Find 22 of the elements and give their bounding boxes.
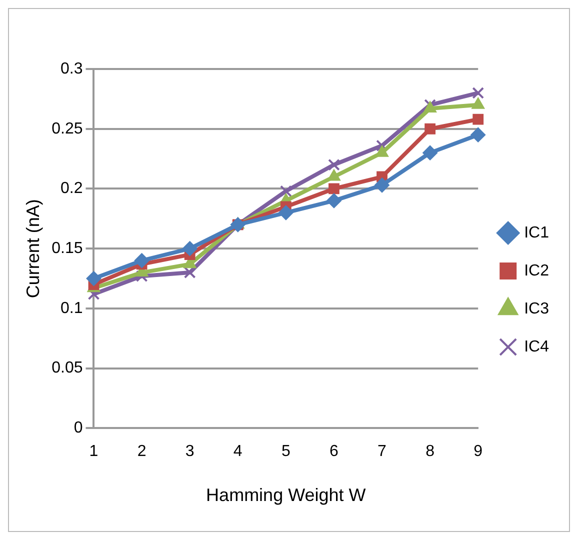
y-tick-label: 0.2 [60,180,83,198]
x-tick-label: 9 [474,443,483,460]
y-tick-label: 0.1 [60,300,83,317]
x-tick-label: 3 [185,443,194,460]
x-tick-label: 1 [89,443,98,460]
y-axis-title: Current (nA) [22,199,43,298]
x-tick-label: 8 [426,443,435,460]
y-tick-label: 0.25 [52,120,83,138]
legend-label: IC3 [524,300,550,318]
legend-label: IC1 [524,224,550,242]
y-tick-label: 0.3 [60,60,83,78]
y-tick-label: 0 [74,420,83,437]
x-tick-label: 6 [330,443,339,460]
x-tick-label: 5 [281,443,290,460]
y-tick-label: 0.15 [52,240,83,258]
legend-label: IC2 [524,262,550,280]
x-tick-label: 7 [378,443,387,460]
x-tick-label: 4 [233,443,242,460]
x-axis-title: Hamming Weight W [206,485,366,506]
y-tick-label: 0.05 [52,360,83,377]
legend-label: IC4 [524,338,550,356]
x-tick-label: 2 [137,443,146,460]
